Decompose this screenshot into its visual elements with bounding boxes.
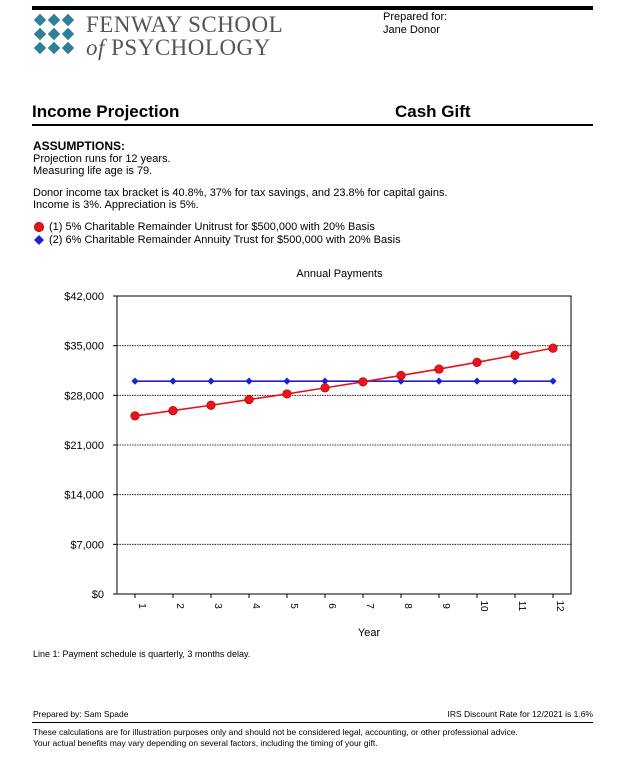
x-tick-label: 8 [402, 603, 413, 609]
footer-rule [32, 722, 593, 723]
data-point [130, 411, 140, 421]
logo-line-1: FENWAY SCHOOL [86, 12, 284, 37]
y-tick-label: $35,000 [64, 341, 104, 353]
data-point [244, 394, 254, 405]
logo-line-2: of PSYCHOLOGY [86, 35, 271, 61]
data-point [549, 377, 557, 385]
prepared-for-label: Prepared for: [383, 11, 448, 23]
data-point [207, 377, 215, 385]
logo-diamond [33, 27, 47, 41]
x-tick-label: 2 [174, 603, 185, 609]
x-tick-label: 11 [516, 601, 527, 612]
data-point [510, 350, 520, 360]
y-tick-label: $14,000 [64, 490, 104, 502]
prepared-by: Prepared by: Sam Spade [33, 709, 129, 719]
logo-diamond [61, 13, 75, 27]
legend-item-annuity-trust: (2) 6% Charitable Remainder Annuity Trus… [33, 234, 593, 247]
x-tick-label: 7 [364, 603, 375, 609]
data-point [206, 400, 216, 410]
assumption-tax: Donor income tax bracket is 40.8%, 37% f… [33, 186, 448, 199]
disclaimer-line-2: Your actual benefits may vary depending … [33, 738, 378, 748]
logo-diamond [47, 13, 61, 27]
irs-discount-rate: IRS Discount Rate for 12/2021 is 1.6% [447, 709, 593, 719]
x-tick-label: 5 [288, 603, 299, 609]
prepared-for-name: Jane Donor [383, 24, 440, 36]
logo-of: of [86, 35, 105, 60]
y-tick-label: $42,000 [64, 291, 104, 303]
x-tick-label: 9 [440, 603, 451, 609]
data-point [434, 364, 444, 374]
data-point [282, 389, 292, 399]
x-axis-label: Year [358, 627, 381, 639]
data-point [169, 377, 177, 385]
logo-diamond [33, 41, 47, 55]
assumption-term: Projection runs for 12 years. [33, 152, 171, 165]
data-point [473, 377, 481, 385]
chart-title: Annual Payments [296, 268, 383, 280]
y-tick-label: $0 [92, 589, 104, 601]
data-point [131, 377, 139, 385]
data-point [396, 370, 406, 381]
legend-label-unitrust: (1) 5% Charitable Remainder Unitrust for… [49, 220, 375, 233]
data-point [548, 343, 558, 353]
logo-diamond [61, 27, 75, 41]
assumption-age: Measuring life age is 79. [33, 165, 153, 177]
x-tick-label: 4 [250, 603, 261, 609]
logo-psychology: PSYCHOLOGY [111, 35, 271, 60]
assumptions-section: ASSUMPTIONS: Projection runs for 12 year… [33, 140, 593, 247]
data-point [511, 377, 519, 385]
disclaimer: These calculations are for illustration … [33, 727, 593, 749]
x-tick-label: 10 [478, 600, 489, 612]
x-tick-label: 1 [136, 603, 147, 609]
y-tick-label: $7,000 [70, 539, 104, 551]
logo-diamond [47, 41, 61, 55]
x-tick-label: 3 [212, 603, 223, 609]
payment-schedule-note: Line 1: Payment schedule is quarterly, 3… [33, 649, 251, 659]
top-rule [32, 6, 593, 10]
logo-diamond [61, 41, 75, 55]
data-point [472, 357, 482, 367]
legend-item-unitrust: (1) 5% Charitable Remainder Unitrust for… [33, 221, 593, 234]
page-title: Income Projection [32, 102, 180, 121]
data-point [168, 405, 178, 416]
data-point [321, 377, 329, 385]
x-tick-label: 12 [554, 600, 565, 612]
report-header: Income Projection Cash Gift [32, 102, 593, 126]
diamond-grid-icon [33, 13, 75, 55]
header-rule [32, 124, 593, 126]
legend-label-annuity-trust: (2) 6% Charitable Remainder Annuity Trus… [49, 233, 401, 246]
logo-diamond [33, 13, 47, 27]
data-point [358, 377, 368, 387]
data-point [283, 377, 291, 385]
blue-diamond-icon [34, 235, 44, 245]
gift-type-title: Cash Gift [395, 102, 471, 121]
disclaimer-line-1: These calculations are for illustration … [33, 727, 518, 737]
school-logo: FENWAY SCHOOL of PSYCHOLOGY [32, 12, 362, 60]
data-point [435, 377, 443, 385]
prepared-for-block: Prepared for: Jane Donor [383, 11, 447, 37]
red-circle-icon [34, 222, 44, 232]
logo-diamond [47, 27, 61, 41]
data-point [320, 383, 330, 393]
assumption-income: Income is 3%. Appreciation is 5%. [33, 199, 199, 211]
y-tick-label: $28,000 [64, 390, 104, 402]
y-tick-label: $21,000 [64, 440, 104, 452]
data-point [245, 377, 253, 385]
x-tick-label: 6 [326, 603, 337, 609]
assumptions-heading: ASSUMPTIONS: [33, 139, 126, 153]
series-line [134, 347, 554, 417]
